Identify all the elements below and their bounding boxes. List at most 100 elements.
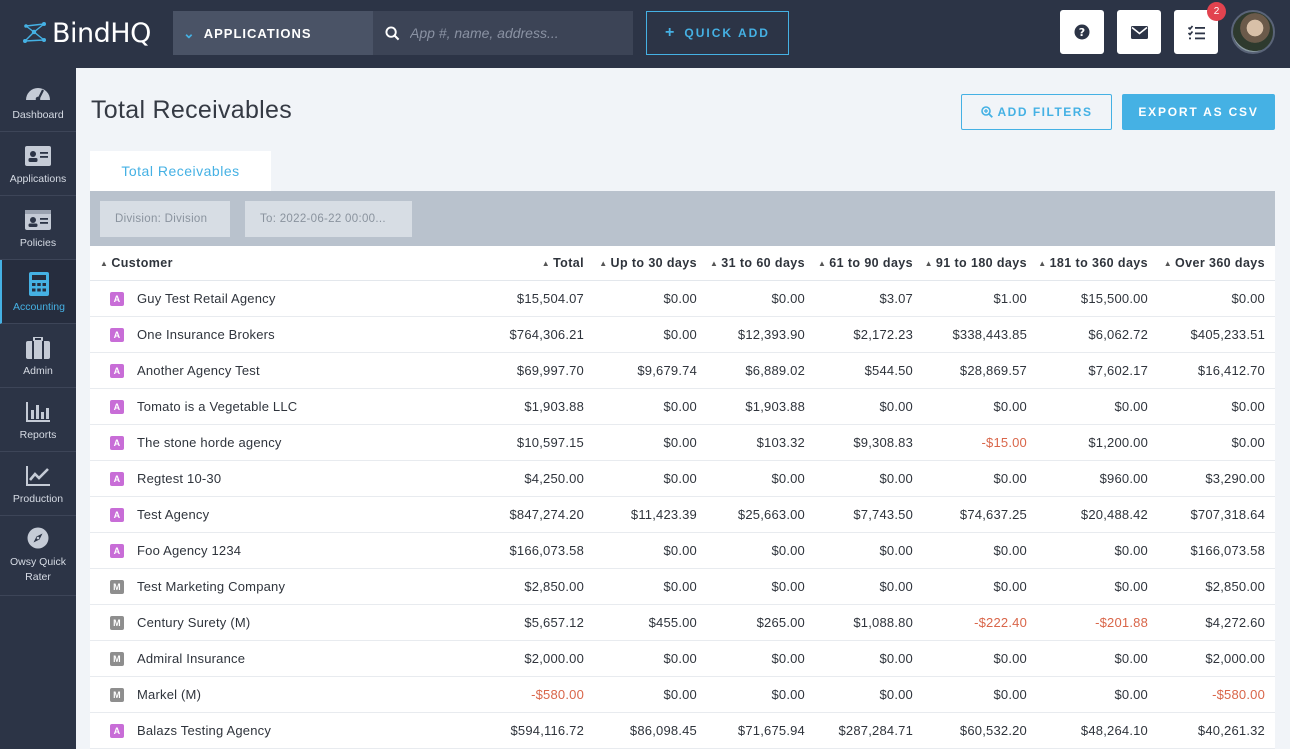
brand-logo[interactable]: BindHQ xyxy=(22,16,151,50)
table-row[interactable]: A Regtest 10-30 $4,250.00 $0.00 $0.00 $0.00 $0… xyxy=(90,460,1275,497)
customer-type-badge: A xyxy=(110,363,124,378)
amount-cell: $0.00 xyxy=(594,532,707,569)
line-chart-icon xyxy=(25,465,51,487)
customer-cell[interactable]: M Admiral Insurance xyxy=(90,640,490,677)
amount-cell: $0.00 xyxy=(923,640,1037,677)
amount-cell: $1.00 xyxy=(923,280,1037,317)
customer-cell[interactable]: A Foo Agency 1234 xyxy=(90,532,490,569)
column-header-181-to-360[interactable]: ▲︎ 181 to 360 days xyxy=(1037,246,1158,281)
export-csv-button[interactable]: EXPORT AS CSV xyxy=(1122,94,1275,130)
customer-cell[interactable]: M Century Surety (M) xyxy=(90,604,490,641)
amount-cell: $71,675.94 xyxy=(707,712,815,749)
customer-name[interactable]: Markel (M) xyxy=(137,686,202,702)
amount-cell: $9,308.83 xyxy=(815,424,923,461)
customer-name[interactable]: Balazs Testing Agency xyxy=(137,722,272,738)
customer-cell[interactable]: A Balazs Testing Agency xyxy=(90,712,490,749)
customer-cell[interactable]: A Another Agency Test xyxy=(90,352,490,389)
table-row[interactable]: A Another Agency Test $69,997.70 $9,679.74 $… xyxy=(90,352,1275,389)
sidebar-item-policies[interactable]: Policies xyxy=(0,196,76,260)
tasks-button[interactable] xyxy=(1174,10,1218,54)
sidebar-item-label: Owsy Quick Rater xyxy=(9,556,66,583)
table-row[interactable]: A Test Agency $847,274.20 $11,423.39 $25,663… xyxy=(90,496,1275,533)
amount-cell: $0.00 xyxy=(707,460,815,497)
add-filters-button[interactable]: ADD FILTERS xyxy=(961,94,1112,130)
svg-text:?: ? xyxy=(1079,26,1085,39)
customer-name[interactable]: Another Agency Test xyxy=(137,362,260,378)
applications-select[interactable]: ⌄ APPLICATIONS xyxy=(173,11,373,55)
tab-total-receivables[interactable]: Total Receivables xyxy=(90,151,271,191)
table-row[interactable]: M Admiral Insurance $2,000.00 $0.00 $0.00 $0.… xyxy=(90,640,1275,677)
table-row[interactable]: A Tomato is a Vegetable LLC $1,903.88 $0.00… xyxy=(90,388,1275,425)
quick-add-button[interactable]: + QUICK ADD xyxy=(646,11,789,55)
customer-name[interactable]: Test Marketing Company xyxy=(137,578,286,594)
table-row[interactable]: M Century Surety (M) $5,657.12 $455.00 $265.… xyxy=(90,604,1275,641)
table-row[interactable]: A Balazs Testing Agency $594,116.72 $86,098… xyxy=(90,712,1275,749)
amount-cell: $265.00 xyxy=(707,604,815,641)
table-row[interactable]: M Markel (M) -$580.00 $0.00 $0.00 $0.00 $0.00 $… xyxy=(90,676,1275,713)
sidebar-item-accounting[interactable]: Accounting xyxy=(0,260,76,324)
customer-name[interactable]: The stone horde agency xyxy=(137,434,282,450)
sidebar: Dashboard Applications Policies Accounti… xyxy=(0,68,76,749)
amount-cell: $0.00 xyxy=(1158,424,1275,461)
search-input[interactable] xyxy=(410,25,620,41)
customer-cell[interactable]: A Test Agency xyxy=(90,496,490,533)
sidebar-item-production[interactable]: Production xyxy=(0,452,76,516)
amount-cell: $0.00 xyxy=(815,388,923,425)
amount-cell: $28,869.57 xyxy=(923,352,1037,389)
amount-cell: $2,000.00 xyxy=(490,640,594,677)
amount-cell: $16,412.70 xyxy=(1158,352,1275,389)
sort-icon: ▲︎ xyxy=(599,258,608,268)
customer-type-badge: M xyxy=(110,651,124,666)
sidebar-item-reports[interactable]: Reports xyxy=(0,388,76,452)
amount-cell: $0.00 xyxy=(1158,280,1275,317)
customer-name[interactable]: Tomato is a Vegetable LLC xyxy=(137,398,298,414)
customer-name[interactable]: Admiral Insurance xyxy=(137,650,246,666)
amount-cell: $847,274.20 xyxy=(490,496,594,533)
column-header-total[interactable]: ▲︎ Total xyxy=(490,246,594,281)
sidebar-item-applications[interactable]: Applications xyxy=(0,132,76,196)
customer-cell[interactable]: A The stone horde agency xyxy=(90,424,490,461)
customer-cell[interactable]: M Markel (M) xyxy=(90,676,490,713)
sidebar-item-owsy-quick-rater[interactable]: Owsy Quick Rater xyxy=(0,516,76,596)
division-filter-chip[interactable]: Division: Division xyxy=(100,201,230,237)
customer-cell[interactable]: A One Insurance Brokers xyxy=(90,316,490,353)
sidebar-item-admin[interactable]: Admin xyxy=(0,324,76,388)
amount-cell: $11,423.39 xyxy=(594,496,707,533)
column-header-31-to-60[interactable]: ▲︎ 31 to 60 days xyxy=(707,246,815,281)
user-avatar[interactable] xyxy=(1231,10,1275,54)
amount-cell: $0.00 xyxy=(707,676,815,713)
table-row[interactable]: M Test Marketing Company $2,850.00 $0.00 $0.… xyxy=(90,568,1275,605)
sort-icon: ▲︎ xyxy=(541,258,551,268)
amount-cell: $0.00 xyxy=(707,640,815,677)
customer-name[interactable]: Test Agency xyxy=(137,506,210,522)
customer-name[interactable]: Guy Test Retail Agency xyxy=(137,290,276,306)
customer-name[interactable]: Regtest 10-30 xyxy=(137,470,222,486)
customer-name[interactable]: Century Surety (M) xyxy=(137,614,251,630)
date-filter-chip[interactable]: To: 2022-06-22 00:00... xyxy=(245,201,412,237)
customer-cell[interactable]: A Regtest 10-30 xyxy=(90,460,490,497)
amount-cell: $7,602.17 xyxy=(1037,352,1158,389)
help-button[interactable]: ? xyxy=(1060,10,1104,54)
amount-cell: $455.00 xyxy=(594,604,707,641)
customer-type-badge: A xyxy=(110,435,124,450)
table-row[interactable]: A One Insurance Brokers $764,306.21 $0.00 $1… xyxy=(90,316,1275,353)
add-filters-label: ADD FILTERS xyxy=(997,105,1093,119)
customer-cell[interactable]: A Tomato is a Vegetable LLC xyxy=(90,388,490,425)
customer-name[interactable]: One Insurance Brokers xyxy=(137,326,275,342)
table-row[interactable]: A Foo Agency 1234 $166,073.58 $0.00 $0.00 $0.… xyxy=(90,532,1275,569)
column-header-91-to-180[interactable]: ▲︎ 91 to 180 days xyxy=(923,246,1037,281)
customer-name[interactable]: Foo Agency 1234 xyxy=(137,542,242,558)
amount-cell: $0.00 xyxy=(923,532,1037,569)
table-row[interactable]: A The stone horde agency $10,597.15 $0.00 $1… xyxy=(90,424,1275,461)
customer-cell[interactable]: M Test Marketing Company xyxy=(90,568,490,605)
sidebar-item-dashboard[interactable]: Dashboard xyxy=(0,68,76,132)
column-header-over-360[interactable]: ▲︎ Over 360 days xyxy=(1158,246,1275,281)
messages-button[interactable] xyxy=(1117,10,1161,54)
column-header-61-to-90[interactable]: ▲︎ 61 to 90 days xyxy=(815,246,923,281)
column-header-up-to-30[interactable]: ▲︎ Up to 30 days xyxy=(594,246,707,281)
table-row[interactable]: A Guy Test Retail Agency $15,504.07 $0.00 $0… xyxy=(90,280,1275,317)
bar-chart-icon xyxy=(25,401,51,423)
customer-cell[interactable]: A Guy Test Retail Agency xyxy=(90,280,490,317)
column-header-customer[interactable]: ▲︎ Customer xyxy=(90,246,490,281)
customer-type-badge: A xyxy=(110,507,124,522)
